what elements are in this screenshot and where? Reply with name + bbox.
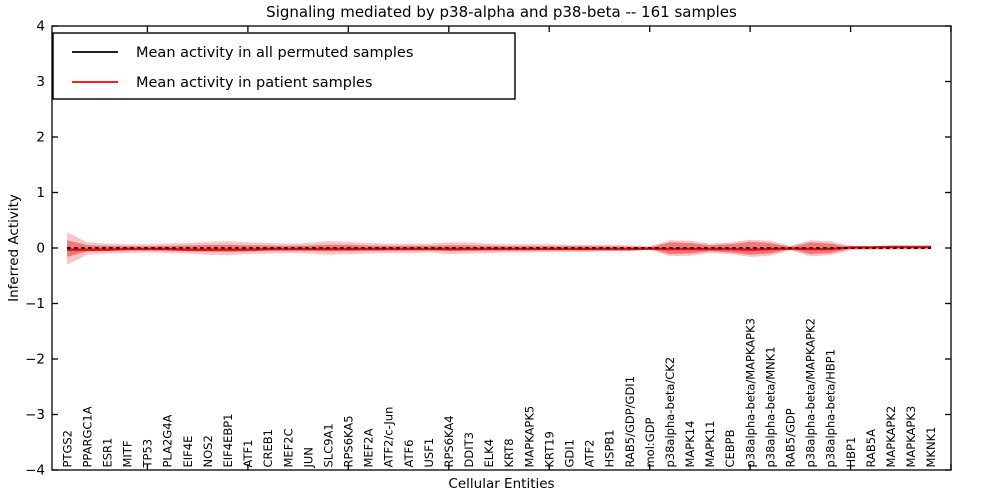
x-category-label: RAB5/GDP/GDI1 [623, 376, 637, 468]
x-category-label: MEF2C [281, 428, 295, 467]
x-category-label: HSPB1 [603, 429, 617, 467]
y-tick-label: −3 [25, 407, 45, 423]
chart-title: Signaling mediated by p38-alpha and p38-… [266, 3, 737, 21]
legend-frame [52, 32, 516, 100]
x-category-label: MAPKAPK2 [884, 406, 898, 468]
x-category-label: KRT19 [542, 431, 556, 467]
x-category-label: MAPK14 [683, 421, 697, 468]
x-category-label: p38alpha-beta/MAPKAPK2 [804, 318, 818, 468]
y-tick-label: −1 [25, 296, 45, 312]
x-category-label: MEF2A [362, 428, 376, 467]
x-category-label: USF1 [422, 438, 436, 468]
x-category-label: p38alpha-beta/HBP1 [824, 349, 838, 468]
patient-mean-line [67, 245, 931, 251]
x-category-label: ATF2/c-Jun [382, 407, 396, 468]
y-tick-label: 2 [36, 130, 45, 146]
x-category-label: ATF1 [241, 440, 255, 468]
y-tick-label: 4 [36, 19, 45, 35]
x-axis-title: Cellular Entities [448, 476, 555, 492]
legend-entry-label: Mean activity in patient samples [136, 75, 372, 91]
x-category-label: MAPK11 [703, 421, 717, 468]
x-category-label: p38alpha-beta/MNK1 [763, 346, 777, 467]
axes [51, 25, 952, 471]
x-category-label: HBP1 [844, 437, 858, 468]
legend: Mean activity in all permuted samples Mea… [52, 32, 516, 100]
x-category-label: RAB5/GDP [783, 408, 797, 467]
x-category-label: CEBPB [723, 429, 737, 467]
x-category-label: ESR1 [100, 438, 114, 468]
y-tick-label: 3 [36, 74, 45, 90]
legend-entry-label: Mean activity in all permuted samples [136, 45, 413, 61]
x-category-label: PTGS2 [60, 430, 74, 468]
x-category-label: SLC9A1 [321, 423, 335, 467]
x-category-label: MITF [121, 441, 135, 468]
x-category-label: GDI1 [563, 439, 577, 467]
x-category-label: ELK4 [482, 439, 496, 468]
x-category-label: RAB5A [864, 429, 878, 468]
x-category-label: RPS6KA5 [342, 415, 356, 467]
y-tick-label: −4 [25, 463, 45, 479]
x-category-label: p38alpha-beta/CK2 [663, 357, 677, 468]
y-tick-label: 1 [36, 185, 45, 201]
x-category-label: EIF4E [181, 436, 195, 468]
x-category-label: MAPKAPK5 [522, 406, 536, 468]
tick-labels: 4 3 2 1 0 −1 −2 −3 −4 PTGS2 PPARGC1A ESR1 MITF TP53 PL… [25, 19, 938, 479]
x-category-label: TP53 [141, 439, 155, 469]
x-category-label: PLA2G4A [161, 414, 175, 467]
y-axis-title: Inferred Activity [6, 194, 22, 302]
x-category-label: DDIT3 [462, 432, 476, 467]
x-category-label: ATF6 [402, 440, 416, 468]
x-category-label: MKNK1 [924, 427, 938, 468]
y-tick-label: −2 [25, 352, 45, 368]
x-category-label: PPARGC1A [80, 406, 94, 467]
x-category-label: KRT8 [502, 438, 516, 467]
x-category-label: p38alpha-beta/MAPKAPK3 [743, 318, 757, 468]
x-category-label: ATF2 [583, 440, 597, 468]
y-tick-label: 0 [36, 241, 45, 257]
x-category-label: CREB1 [261, 429, 275, 468]
x-category-label: EIF4EBP1 [221, 414, 235, 468]
data-series [67, 245, 931, 251]
x-category-label: RPS6KA4 [442, 415, 456, 467]
x-category-label: MAPKAPK3 [904, 406, 918, 468]
x-category-label: NOS2 [201, 435, 215, 467]
x-category-label: mol:GDP [643, 417, 657, 467]
x-category-label: JUN [301, 447, 315, 468]
